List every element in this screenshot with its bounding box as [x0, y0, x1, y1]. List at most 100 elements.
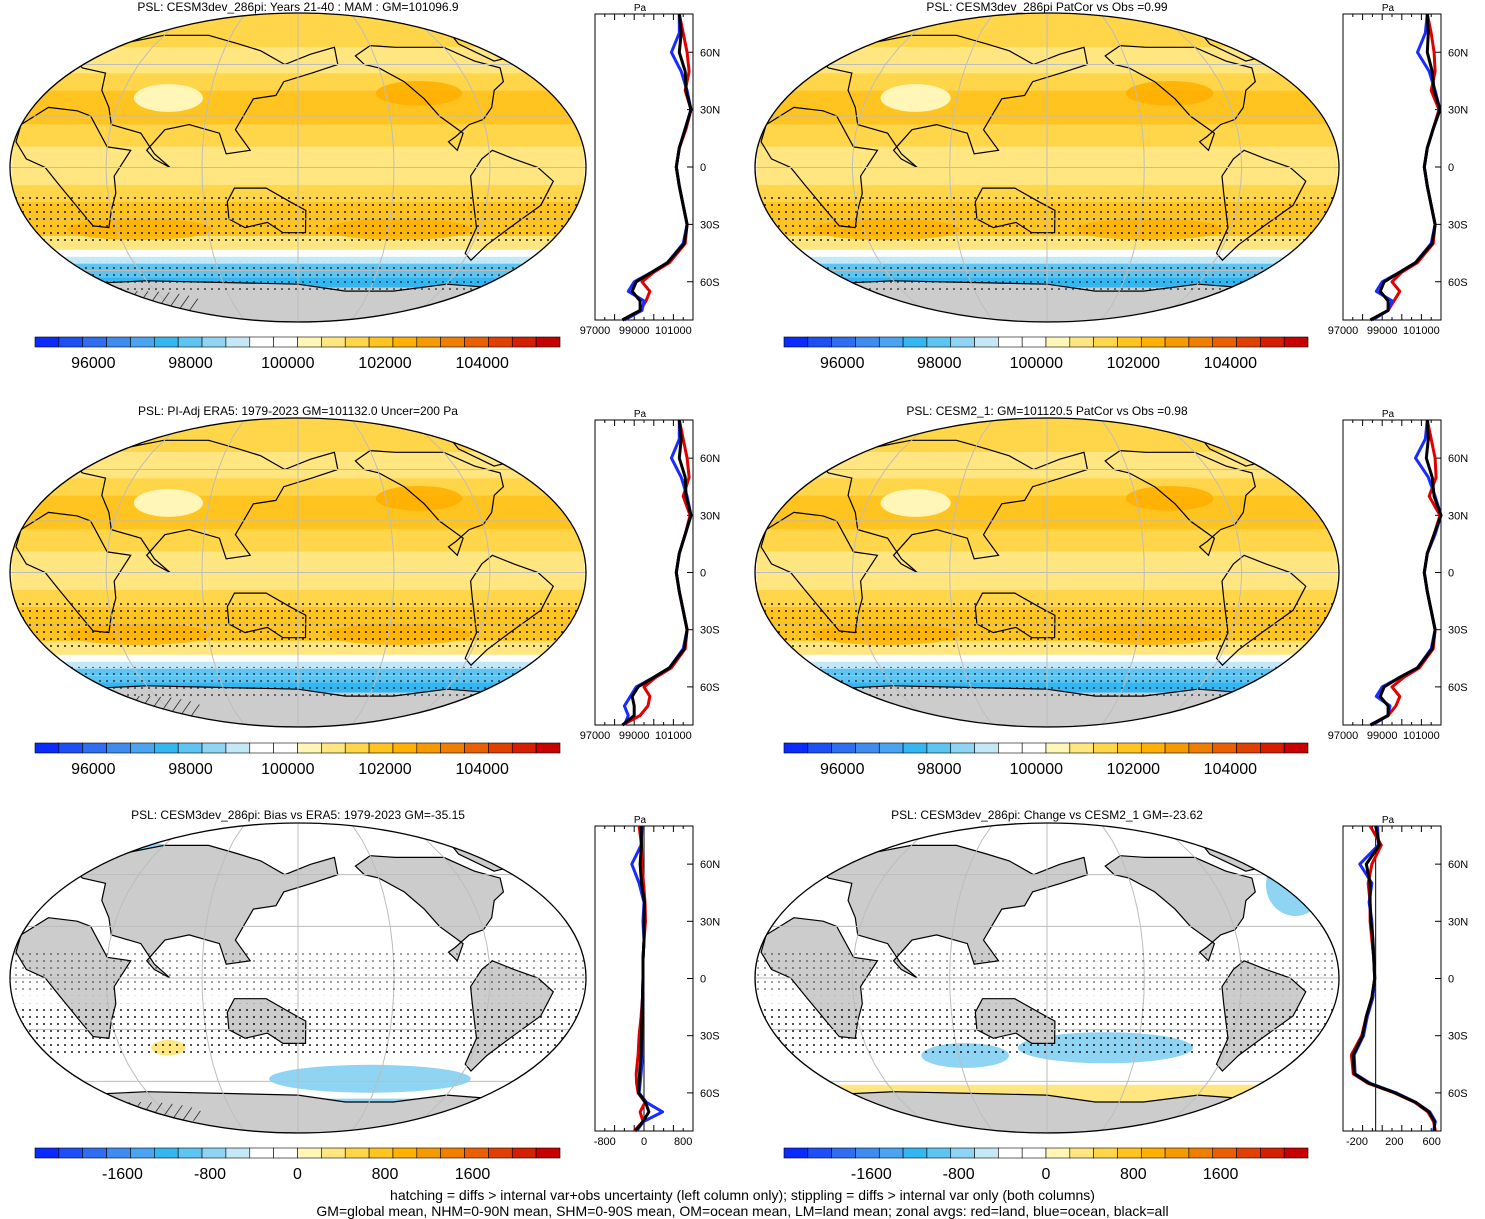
colorbar-label: 100000 — [261, 355, 314, 372]
colorbar-swatch — [440, 742, 465, 754]
colorbar-swatch — [1117, 1147, 1142, 1159]
colorbar-swatch — [464, 742, 489, 754]
map-panel: PSL: PI-Adj ERA5: 1979-2023 GM=101132.0 … — [9, 404, 587, 728]
negative-change-region — [1266, 854, 1325, 916]
map-fill — [10, 13, 586, 322]
colorbar: 96000 98000 100000 102000 104000 — [783, 742, 1309, 778]
colorbar: -1600 -800 0 800 1600 — [34, 1147, 561, 1183]
colorbar-swatch — [297, 1147, 322, 1159]
colorbar-swatch — [807, 336, 832, 348]
colorbar-swatch — [902, 1147, 928, 1159]
colorbar-swatch — [902, 742, 928, 754]
colorbar-swatch — [1069, 1147, 1094, 1159]
colorbar-swatch — [321, 742, 346, 754]
colorbar-swatch — [58, 1147, 84, 1159]
zonal-avg-plot: Pa 97000 99000 101000 60N 30N 0 30S 60S — [580, 3, 721, 337]
colorbar-label: 98000 — [168, 761, 213, 778]
colorbar-swatch — [297, 742, 322, 754]
colorbar-swatch — [1021, 1147, 1047, 1159]
colorbar-swatch — [249, 1147, 274, 1159]
coastline-namerica — [354, 855, 505, 962]
low-pressure-cell — [880, 84, 951, 112]
stippling-region — [12, 193, 584, 245]
low-pressure-cell — [880, 489, 951, 517]
colorbar-swatch — [130, 1147, 155, 1159]
colorbar-swatch — [1140, 1147, 1166, 1159]
x-tick-label: 97000 — [1328, 730, 1359, 742]
zonal-title: Pa — [1382, 409, 1395, 420]
colorbar-swatch — [535, 336, 561, 348]
panels-group: PSL: CESM3dev_286pi: Years 21-40 : MAM :… — [9, 0, 1468, 1183]
x-tick-label: 800 — [674, 1136, 692, 1148]
colorbar-swatch — [1117, 336, 1142, 348]
colorbar-swatch — [1212, 336, 1237, 348]
footer-line-2: GM=global mean, NHM=0-90N mean, SHM=0-90… — [316, 1203, 1169, 1219]
colorbar-swatch — [807, 1147, 832, 1159]
colorbar-swatch — [998, 742, 1023, 754]
colorbar-swatch — [1045, 336, 1071, 348]
colorbar-swatch — [1188, 1147, 1214, 1159]
coastline-namerica — [1104, 449, 1256, 557]
colorbar-swatch — [950, 336, 975, 348]
colorbar-label: 800 — [1120, 1166, 1147, 1183]
colorbar-label: -800 — [194, 1166, 226, 1183]
colorbar-swatch — [878, 336, 904, 348]
colorbar: 96000 98000 100000 102000 104000 — [783, 336, 1309, 372]
colorbar-swatch — [950, 1147, 975, 1159]
colorbar-swatch — [82, 1147, 107, 1159]
colorbar-swatch — [535, 1147, 561, 1159]
zonal-frame — [594, 419, 694, 726]
y-tick-label: 60N — [700, 47, 720, 59]
y-tick-label: 60S — [700, 1088, 720, 1100]
colorbar-swatch — [1069, 742, 1094, 754]
map-fill — [755, 823, 1339, 1133]
colorbar-label: 800 — [372, 1166, 399, 1183]
colorbar-label: 104000 — [456, 355, 509, 372]
colorbar-swatch — [855, 336, 880, 348]
zonal-avg-plot: Pa -800 0 800 60N 30N 0 30S 60S — [594, 815, 720, 1148]
colorbar-swatch — [106, 742, 131, 754]
stippling-region — [50, 666, 546, 697]
x-tick-label: -200 — [1346, 1136, 1368, 1148]
x-tick-label: 97000 — [1328, 325, 1359, 337]
colorbar-swatch — [440, 336, 465, 348]
stippling-region — [757, 598, 1337, 650]
colorbar-swatch — [464, 336, 489, 348]
colorbar-swatch — [902, 336, 928, 348]
colorbar-label: 1600 — [1203, 1166, 1239, 1183]
colorbar: 96000 98000 100000 102000 104000 — [34, 336, 561, 372]
colorbar-label: 98000 — [917, 355, 962, 372]
stippling-region — [11, 952, 585, 996]
x-tick-label: 99000 — [619, 325, 650, 337]
colorbar-swatch — [1236, 1147, 1261, 1159]
colorbar-swatch — [1188, 742, 1214, 754]
colorbar-swatch — [1260, 1147, 1285, 1159]
colorbar-swatch — [488, 336, 513, 348]
stippling-region — [796, 666, 1298, 697]
y-tick-label: 60S — [1448, 682, 1468, 694]
colorbar-swatch — [1045, 1147, 1071, 1159]
colorbar-swatch — [1069, 336, 1094, 348]
y-tick-label: 60S — [700, 277, 720, 289]
y-tick-label: 60N — [1448, 453, 1468, 465]
y-tick-label: 30S — [700, 625, 720, 637]
colorbar-swatch — [926, 336, 952, 348]
stippling-region — [12, 1003, 584, 1056]
colorbar-swatch — [392, 1147, 418, 1159]
colorbar-swatch — [855, 1147, 880, 1159]
high-pressure-cell — [375, 80, 463, 106]
colorbar-swatch — [34, 1147, 60, 1159]
map-fill — [10, 418, 586, 727]
map-panel: PSL: CESM3dev_286pi: Change vs CESM2_1 G… — [754, 808, 1340, 1134]
stippling-region — [12, 598, 584, 650]
footer-line-1: hatching = diffs > internal var+obs unce… — [390, 1187, 1095, 1203]
colorbar-swatch — [440, 1147, 465, 1159]
y-tick-label: 30N — [700, 916, 720, 928]
colorbar-label: 100000 — [1010, 355, 1063, 372]
colorbar-swatch — [1021, 336, 1047, 348]
colorbar-swatch — [1164, 336, 1190, 348]
y-tick-label: 30S — [700, 219, 720, 231]
colorbar-swatch — [201, 336, 227, 348]
x-tick-label: 97000 — [580, 325, 611, 337]
